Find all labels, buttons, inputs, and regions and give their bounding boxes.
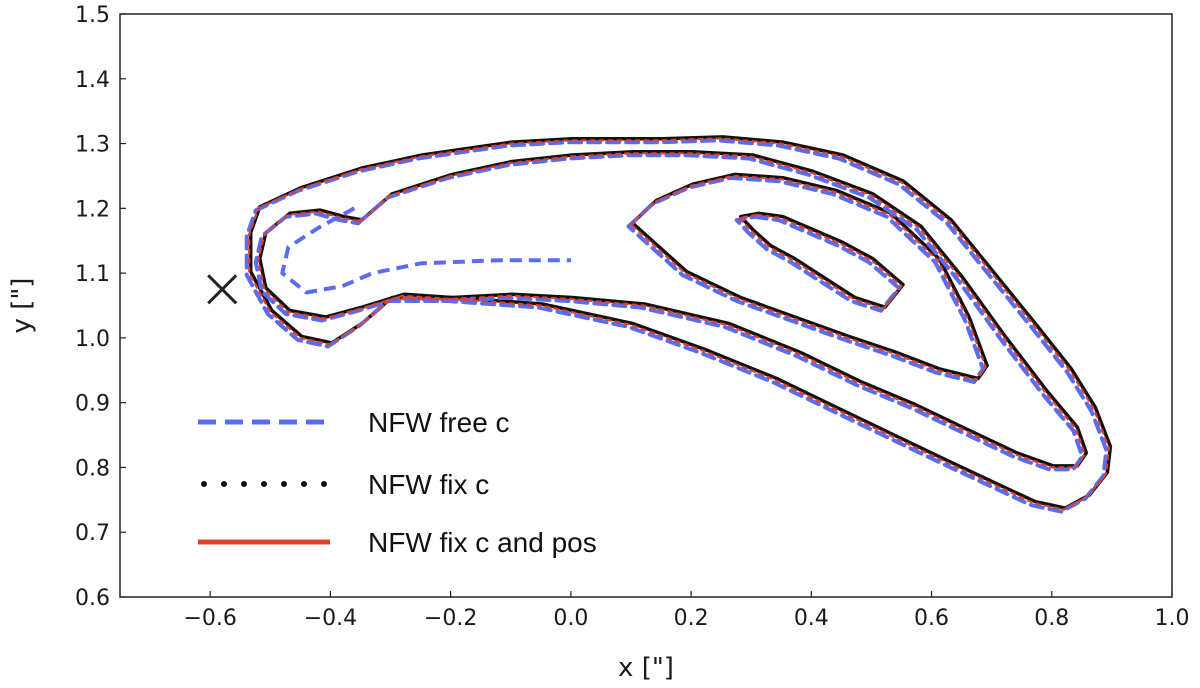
y-tick-label: 0.8 [75, 456, 110, 481]
y-tick-label: 1.3 [75, 133, 110, 158]
x-tick-label: 0.2 [674, 606, 709, 631]
x-axis-title: x ["] [618, 653, 674, 683]
contour-middle-nfw-fix-c [630, 172, 989, 381]
legend-label: NFW fix c [368, 469, 489, 500]
contour-extra-nfw-free-c [280, 206, 571, 295]
y-axis-title: y ["] [7, 278, 37, 334]
contour-inner-nfw-fix-c [738, 211, 905, 309]
x-tick-label: 0.0 [553, 606, 588, 631]
legend-label: NFW fix c and pos [368, 527, 597, 558]
contour-outer-nfw-fix-c-and-pos [257, 152, 1086, 469]
contour-middle-nfw-free-c [626, 175, 986, 384]
x-tick-label: 0.8 [1034, 606, 1069, 631]
contour-inner-nfw-fix-c-and-pos [738, 213, 903, 310]
contour-outermost-nfw-fix-c-and-pos [248, 137, 1110, 511]
x-tick-label: 1.0 [1155, 606, 1190, 631]
x-tick-label: −0.4 [304, 606, 357, 631]
contour-middle-nfw-fix-c-and-pos [629, 174, 987, 382]
y-tick-label: 1.2 [75, 197, 110, 222]
x-marker [207, 274, 238, 305]
legend-item: NFW fix c and pos [198, 527, 597, 558]
axes-frame [119, 13, 1173, 598]
x-tick-label: −0.6 [183, 606, 236, 631]
y-tick-label: 1.1 [75, 262, 110, 287]
plot-area [207, 135, 1113, 514]
y-axis-ticks: 0.6 0.7 0.8 0.9 1.0 1.1 1.2 1.3 1.4 1.5 [75, 3, 126, 611]
y-tick-label: 0.9 [75, 392, 110, 417]
x-tick-label: −0.2 [424, 606, 477, 631]
contour-inner-nfw-free-c [734, 214, 901, 313]
legend-item: NFW fix c [201, 469, 489, 500]
y-tick-label: 1.5 [75, 3, 110, 28]
legend-item: NFW free c [198, 407, 510, 438]
y-tick-label: 0.6 [75, 586, 110, 611]
x-tick-label: 0.6 [914, 606, 949, 631]
x-axis-ticks: −0.6 −0.4 −0.2 0.0 0.2 0.4 0.6 0.8 1.0 [183, 591, 1190, 631]
legend-label: NFW free c [368, 407, 510, 438]
x-tick-label: 0.4 [794, 606, 829, 631]
y-tick-label: 1.0 [75, 327, 110, 352]
contour-outer-nfw-free-c [253, 153, 1085, 472]
contour-outer-nfw-fix-c [258, 150, 1089, 468]
legend: NFW free c NFW fix c NFW fix c and pos [198, 407, 597, 558]
y-tick-label: 1.4 [75, 68, 110, 93]
y-tick-label: 0.7 [75, 521, 110, 546]
